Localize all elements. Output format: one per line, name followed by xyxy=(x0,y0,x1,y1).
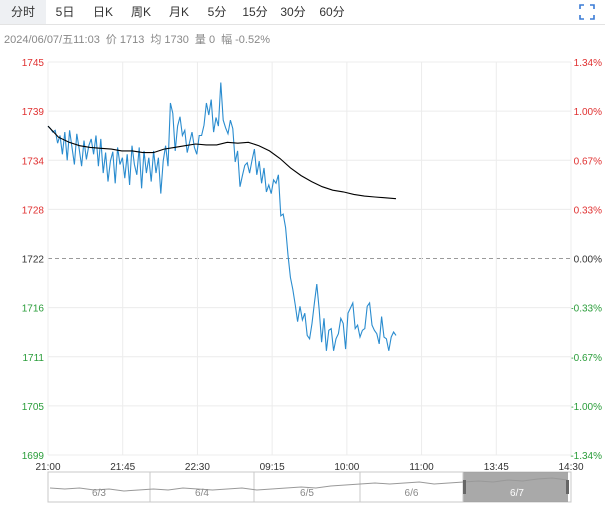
navigator-selection xyxy=(463,472,568,502)
y-tick-right: 1.00% xyxy=(574,107,602,118)
y-tick-right: -0.33% xyxy=(570,304,602,315)
navigator-trend xyxy=(49,477,568,492)
y-tick-left: 1728 xyxy=(22,205,45,216)
info-volume: 量 0 xyxy=(194,34,216,46)
period-tab-bar: 分时 5日 日K 周K 月K 5分 15分 30分 60分 xyxy=(0,0,605,25)
tab-6[interactable]: 15分 xyxy=(242,5,268,19)
y-tick-right: 0.00% xyxy=(574,255,602,266)
navigator-day-label: 6/3 xyxy=(92,488,106,499)
x-tick-label: 22:30 xyxy=(185,462,210,473)
y-tick-right: 0.33% xyxy=(574,205,602,216)
y-tick-left: 1734 xyxy=(22,156,45,167)
info-average: 均 1730 xyxy=(150,34,189,46)
y-tick-left: 1705 xyxy=(22,402,45,413)
info-price: 价 1713 xyxy=(105,34,145,46)
navigator-handle-right xyxy=(566,480,569,494)
fullscreen-icon-glyph xyxy=(579,4,595,20)
y-tick-left: 1745 xyxy=(22,58,45,69)
info-change: 幅 -0.52% xyxy=(221,34,270,46)
y-tick-left: 1739 xyxy=(22,107,45,118)
navigator-day-label: 6/4 xyxy=(195,488,209,499)
tab-7[interactable]: 30分 xyxy=(280,5,306,19)
tab-0[interactable]: 分时 xyxy=(0,0,46,24)
navigator-day-label: 6/6 xyxy=(405,488,419,499)
intraday-chart[interactable]: 1745 1.34% 1739 1.00% 1734 0.67% 1728 0.33% 1722… xyxy=(0,50,605,505)
x-tick-label: 09:15 xyxy=(260,462,285,473)
y-tick-right: 0.67% xyxy=(574,156,602,167)
x-tick-label: 11:00 xyxy=(409,462,434,473)
tab-2[interactable]: 日K xyxy=(92,5,113,19)
y-tick-right: -1.00% xyxy=(570,402,602,413)
average-price-line xyxy=(47,125,397,200)
x-tick-label: 21:00 xyxy=(35,462,60,473)
y-tick-right: -1.34% xyxy=(570,451,602,462)
navigator-handle-left xyxy=(463,480,466,494)
navigator-day-label: 6/5 xyxy=(300,488,314,499)
fullscreen-icon[interactable] xyxy=(579,4,595,20)
y-tick-left: 1722 xyxy=(22,255,45,266)
y-tick-left: 1711 xyxy=(22,353,44,364)
y-tick-left: 1716 xyxy=(22,304,45,315)
tab-3[interactable]: 周K xyxy=(130,5,151,19)
y-tick-right: -0.67% xyxy=(570,353,602,364)
x-tick-label: 21:45 xyxy=(110,462,135,473)
x-tick-label: 14:30 xyxy=(558,462,583,473)
x-tick-label: 10:00 xyxy=(334,462,359,473)
tab-5[interactable]: 5分 xyxy=(207,5,227,19)
navigator-day-label: 6/7 xyxy=(510,488,524,499)
x-tick-label: 13:45 xyxy=(484,462,509,473)
tab-4[interactable]: 月K xyxy=(168,5,189,19)
quote-info-bar: 2024/06/07/五11:03 价 1713 均 1730 量 0 幅 -0… xyxy=(4,31,270,47)
tab-8[interactable]: 60分 xyxy=(319,5,345,19)
info-datetime: 2024/06/07/五11:03 xyxy=(4,34,100,46)
price-line xyxy=(47,82,397,351)
y-tick-right: 1.34% xyxy=(574,58,602,69)
y-tick-left: 1699 xyxy=(22,451,45,462)
tab-1[interactable]: 5日 xyxy=(55,5,75,19)
